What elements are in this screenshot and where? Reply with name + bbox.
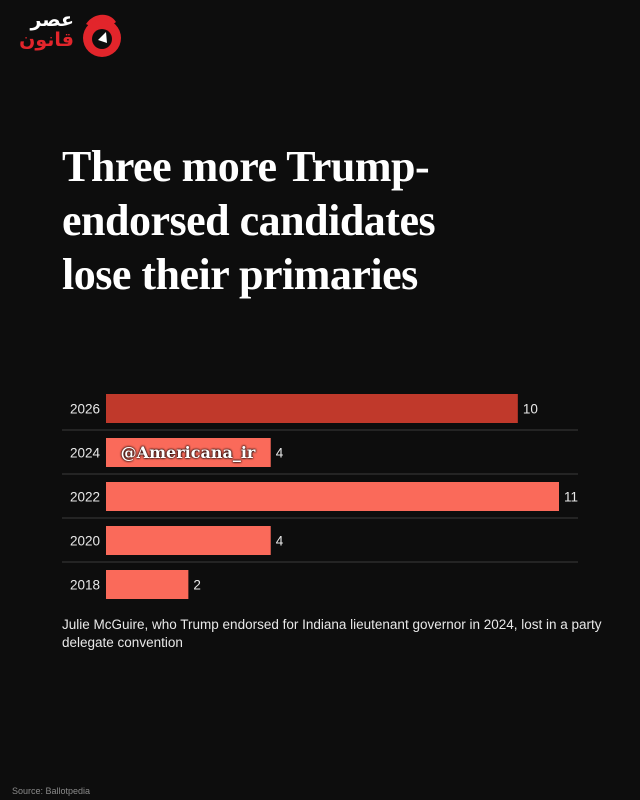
category-label-2024: 2024	[70, 446, 101, 461]
value-label-2018: 2	[193, 578, 201, 593]
logo-line-2: قانون	[19, 29, 74, 51]
chart-title: Three more Trump-endorsed candidates los…	[62, 142, 436, 299]
bar-2020	[106, 526, 271, 555]
category-label-2020: 2020	[70, 534, 100, 549]
chart-annotation: Julie McGuire, who Trump endorsed for In…	[62, 617, 602, 650]
logo: عصر قانون	[12, 4, 122, 62]
logo-mark-icon	[83, 14, 121, 57]
bar-2026	[106, 394, 518, 423]
logo-text: عصر قانون	[16, 10, 74, 50]
category-label-2018: 2018	[70, 578, 100, 593]
source-note: Source: Ballotpedia	[12, 786, 91, 796]
value-label-2026: 10	[523, 402, 538, 417]
bar-2024	[106, 438, 271, 467]
bar-chart: 2026 10 2024 4 2022 11 2020 4 2018 2	[62, 394, 578, 599]
value-label-2020: 4	[276, 534, 284, 549]
logo-line-1: عصر	[30, 9, 74, 31]
watermark-text: @Americana_ir	[120, 442, 256, 462]
bar-2022	[106, 482, 559, 511]
bar-2018	[106, 570, 189, 599]
value-label-2022: 11	[564, 490, 578, 505]
category-label-2022: 2022	[70, 490, 100, 505]
value-label-2024: 4	[276, 446, 284, 461]
category-label-2026: 2026	[70, 402, 100, 417]
